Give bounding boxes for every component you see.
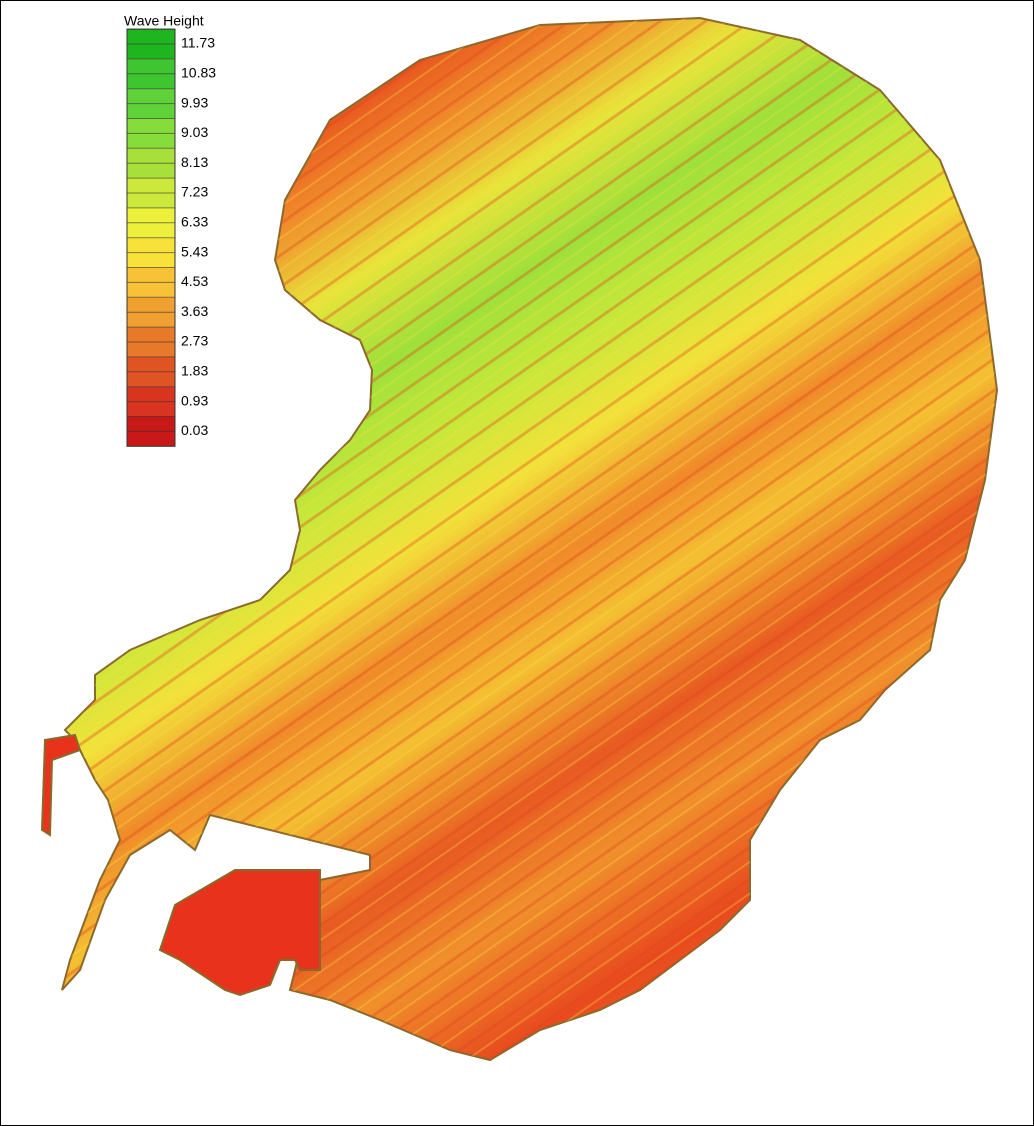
legend-label: 7.23 [181,184,208,200]
map-view: Wave Height 11.73 10.83 9.93 9.03 8.13 7.23 6.… [0,0,1034,1126]
legend-title: Wave Height [124,13,204,29]
legend-label: 8.13 [181,154,208,170]
legend-label: 11.73 [181,35,215,51]
legend-label: 9.03 [181,124,208,140]
legend-label: 5.43 [181,243,208,259]
legend-label: 4.53 [181,273,208,289]
legend-label: 3.63 [181,303,208,319]
legend-label: 1.83 [181,363,208,379]
legend-label: 9.93 [181,94,208,110]
legend-label: 0.03 [181,422,208,438]
wave-field [42,18,997,1060]
breakwater [42,735,80,835]
legend: Wave Height 11.73 10.83 9.93 9.03 8.13 7.23 6.… [124,13,216,447]
legend-label: 10.83 [181,65,216,81]
legend-label: 0.93 [181,392,208,408]
page: Wave Height 11.73 10.83 9.93 9.03 8.13 7.23 6.… [0,0,1034,1126]
legend-label: 2.73 [181,333,208,349]
legend-label: 6.33 [181,214,208,230]
